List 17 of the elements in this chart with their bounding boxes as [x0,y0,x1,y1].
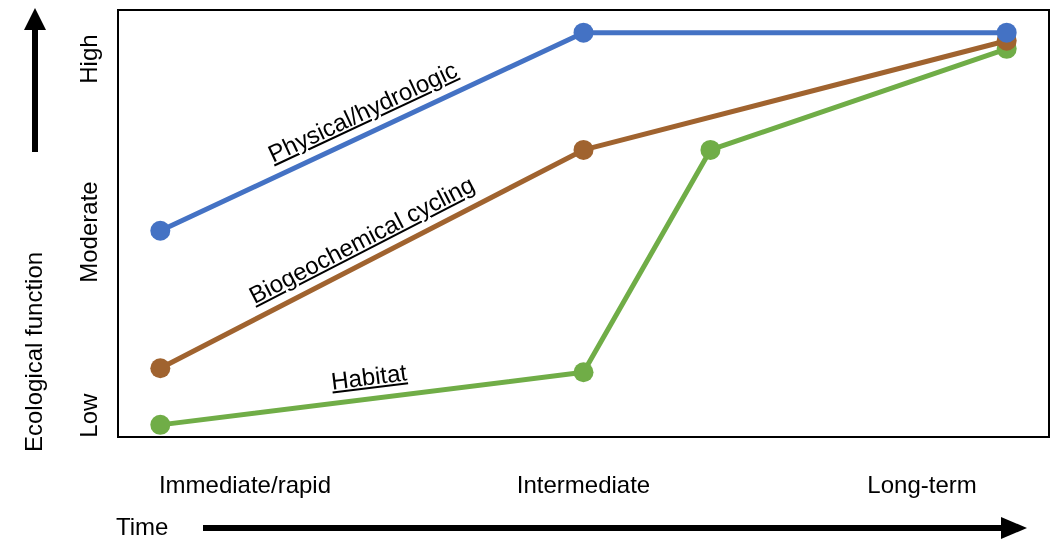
text: Moderate [74,181,102,283]
y-axis-title: Ecological function [19,251,47,452]
x-tick-label: Intermediate [516,470,651,498]
x-axis-title: Time [116,512,169,540]
point [573,362,594,383]
point [573,139,594,160]
text: Habitat [329,358,409,396]
x-tick-label: Long-term [867,470,977,498]
point [150,220,171,241]
x-tick-label: Immediate/rapid [158,470,331,498]
point [150,414,171,435]
point [996,22,1017,43]
text: Low [74,392,102,438]
text: High [74,34,102,84]
point [700,139,721,160]
point [150,358,171,379]
point [573,22,594,43]
